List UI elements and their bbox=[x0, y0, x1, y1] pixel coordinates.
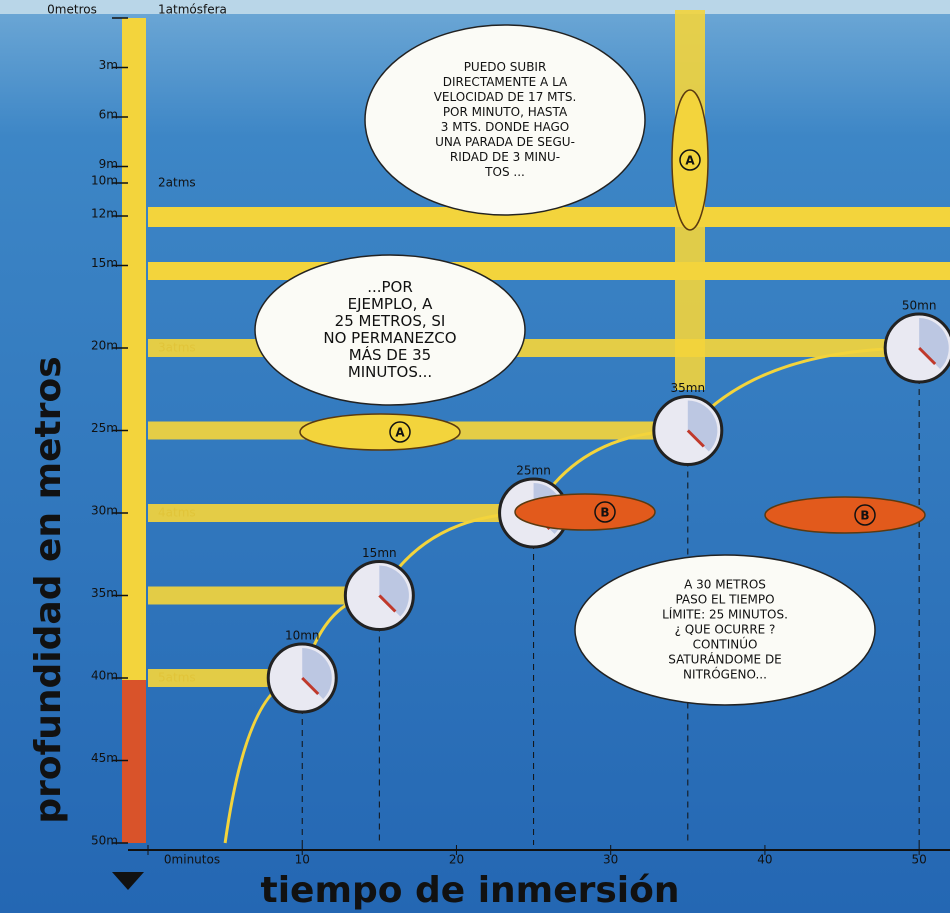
bubble-text: POR MINUTO, HASTA bbox=[443, 105, 568, 119]
diver bbox=[764, 496, 926, 534]
bubble-text: 3 MTS. DONDE HAGO bbox=[441, 120, 569, 134]
x-tick-label: 0minutos bbox=[164, 853, 220, 867]
y-axis-label: profundidad en metros bbox=[28, 356, 69, 823]
bubble-text: MÁS DE 35 bbox=[349, 345, 431, 364]
y-tick-label: 10m bbox=[91, 174, 118, 188]
x-axis-label: tiempo de inmersión bbox=[260, 870, 679, 911]
y-tick-label: 9m bbox=[99, 157, 118, 171]
band bbox=[148, 207, 950, 227]
speech-bubble bbox=[364, 24, 646, 216]
diver-label: A bbox=[395, 426, 405, 440]
diver-label: A bbox=[685, 154, 695, 168]
axis-arrow bbox=[112, 872, 144, 890]
diver-label: B bbox=[600, 506, 609, 520]
y-tick-label: 12m bbox=[91, 207, 118, 221]
clock-sector bbox=[919, 318, 949, 369]
y-tick-label: 50m bbox=[91, 834, 118, 848]
depth-arrow bbox=[148, 586, 350, 605]
depth-bar-red bbox=[122, 680, 146, 843]
y-tick-label: 20m bbox=[91, 339, 118, 353]
y-tick-label: 0metros bbox=[47, 3, 97, 17]
clock-label: 50mn bbox=[902, 299, 937, 313]
diver bbox=[299, 413, 461, 451]
bubble-text: TOS ... bbox=[484, 165, 525, 179]
bubble-text: EJEMPLO, A bbox=[348, 295, 434, 313]
bubble-text: 25 METROS, SI bbox=[335, 312, 446, 330]
clock-hand bbox=[301, 676, 320, 696]
y-tick-label: 45m bbox=[91, 751, 118, 765]
clock-hand bbox=[378, 594, 397, 613]
speech-bubble bbox=[574, 554, 876, 706]
band bbox=[148, 262, 950, 280]
diver-badge bbox=[679, 149, 701, 171]
bubble-text: NITRÓGENO... bbox=[683, 667, 767, 682]
clock-label: 15mn bbox=[362, 546, 397, 560]
diver-badge bbox=[389, 421, 411, 443]
bubble-text: A 30 METROS bbox=[684, 578, 766, 592]
depth-arrow bbox=[148, 669, 273, 687]
bubble-text: RIDAD DE 3 MINU- bbox=[450, 150, 560, 164]
bubble-text: SATURÁNDOME DE bbox=[668, 652, 782, 667]
bubble-text: CONTINÚO bbox=[693, 637, 758, 652]
y-tick-label: 30m bbox=[91, 504, 118, 518]
diver bbox=[671, 89, 709, 231]
bubble-text: MINUTOS... bbox=[348, 363, 432, 381]
x-tick-label: 40 bbox=[757, 853, 772, 867]
y-tick-label: 35m bbox=[91, 586, 118, 600]
clock-label: 10mn bbox=[285, 629, 320, 643]
bubble-text: NO PERMANEZCO bbox=[323, 329, 456, 347]
y-tick-label: 40m bbox=[91, 669, 118, 683]
diver-label: B bbox=[860, 509, 869, 523]
diver bbox=[514, 493, 656, 531]
clock-hand bbox=[686, 429, 705, 448]
bubble-text: PUEDO SUBIR bbox=[464, 60, 547, 74]
clock-sector bbox=[302, 648, 332, 699]
bubble-text: DIRECTAMENTE A LA bbox=[443, 75, 568, 89]
x-tick-label: 30 bbox=[603, 853, 618, 867]
x-tick-label: 10 bbox=[295, 853, 310, 867]
x-tick-label: 50 bbox=[912, 853, 927, 867]
bubble-text: VELOCIDAD DE 17 MTS. bbox=[434, 90, 577, 104]
bubble-text: UNA PARADA DE SEGU- bbox=[435, 135, 575, 149]
diver-badge bbox=[854, 504, 876, 526]
depth-arrow bbox=[148, 504, 504, 522]
clock-label: 25mn bbox=[516, 464, 551, 478]
y-tick-label: 6m bbox=[99, 108, 118, 122]
surface bbox=[0, 0, 950, 14]
y-tick-label: 15m bbox=[91, 256, 118, 270]
bubble-text: LÍMITE: 25 MINUTOS. bbox=[662, 607, 788, 622]
clock-sector bbox=[379, 565, 409, 617]
pressure-label: 2atms bbox=[158, 176, 196, 190]
clock-hand bbox=[918, 346, 937, 366]
pressure-label: 1atmósfera bbox=[158, 3, 227, 17]
diver-badge bbox=[594, 501, 616, 523]
clock-sector bbox=[687, 400, 718, 452]
x-tick-label: 20 bbox=[449, 853, 464, 867]
y-tick-label: 3m bbox=[99, 58, 118, 72]
bubble-text: ...POR bbox=[367, 278, 413, 296]
bubble-text: ¿ QUE OCURRE ? bbox=[675, 623, 776, 637]
y-tick-label: 25m bbox=[91, 421, 118, 435]
speech-bubble bbox=[254, 254, 526, 406]
clock-label: 35mn bbox=[671, 381, 706, 395]
bubble-text: PASO EL TIEMPO bbox=[675, 593, 774, 607]
